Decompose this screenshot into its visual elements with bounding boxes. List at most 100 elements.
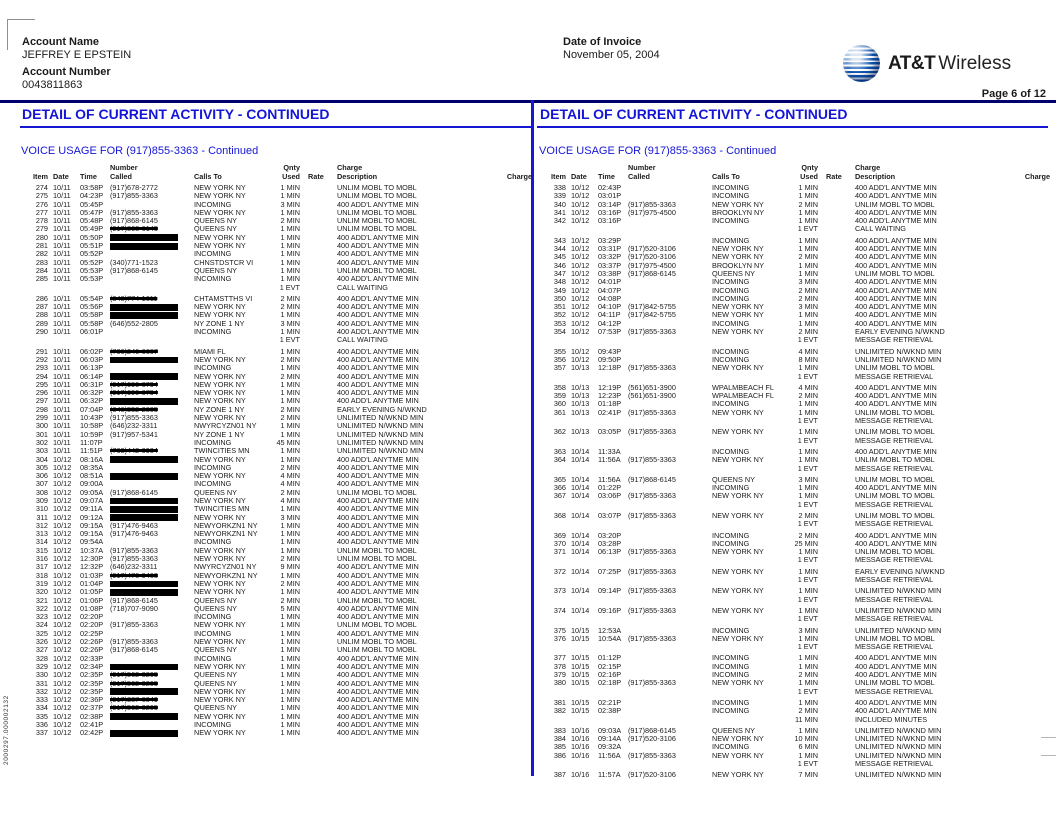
cell-item: 283 [35,257,48,267]
cell-number-called: (917)855-3363 [110,191,158,201]
cell-charge [484,406,532,414]
cell-date [571,576,594,584]
cell-number-called: (917)476-9463 [110,520,158,530]
cell-time: 06:32P [80,396,104,406]
cell-charge [484,311,532,319]
cell-qnty-used: 1 MIN [280,232,300,242]
table-header-row1: Number Qnty Charge [538,163,1050,173]
cell-item [538,437,566,445]
call-row: 367 10/14 03:06P (917)855-3363 NEW YORK NY 1 … [538,492,1050,501]
call-row: 332 10/12 02:35P NEW YORK NY 1 MIN 400 ADD'L … [20,687,532,696]
cell-date: 10/12 [53,462,72,472]
cell-calls-to: INCOMING [194,628,232,638]
account-name-block: Account Name JEFFREY E EPSTEIN [22,36,131,62]
cell-qnty-used: 1 MIN [798,191,818,201]
cell-time: 07:04P [80,404,104,414]
cell-qnty-used: 1 MIN [280,661,300,671]
cell-charge [484,250,532,258]
cell-item: 311 [36,512,48,522]
cell-rate [826,237,852,245]
call-row-group: 292 10/11 06:03P NEW YORK NY 2 MIN 400 ADD'L … [20,355,532,364]
cell-item: 373 [553,586,566,596]
cell-rate [308,472,334,480]
redaction-box [110,580,178,588]
cell-date: 10/12 [53,578,72,588]
cell-number-called: (917)520-3106 [628,252,676,262]
cell-number-called: (917)690-8794 [110,388,158,398]
cell-time: 08:16A [80,454,104,464]
call-row-group: 313 10/12 09:15A (917)476-9463 NEWYORKZN1 NY… [20,529,532,538]
cell-qnty-used: 1 MIN [798,446,818,456]
cell-qnty-used: 1 MIN [280,711,300,721]
call-row: 370 10/14 03:28P INCOMING 25 MIN 400 ADD'L AN… [538,539,1050,548]
cell-qnty-used: 5 MIN [280,603,300,613]
call-subrow: 1 EVT CALL WAITING [538,225,1050,234]
call-row: 295 10/11 06:31P (917)690-8794 NEW YORK NY 1 … [20,379,532,389]
cell-rate [308,456,334,464]
cell-item: 380 [553,678,566,688]
cell-calls-to [712,556,772,564]
cell-date: 10/12 [53,554,72,564]
cell-calls-to: NEW YORK NY [194,379,246,389]
cell-calls-to: MIAMI FL [194,346,226,356]
cell-item: 319 [35,578,48,588]
cell-time: 05:58P [80,310,104,320]
call-row-group: 358 10/13 12:19P (561)651-3900 WPALMBEACH FL… [538,382,1050,392]
cell-calls-to: QUEENS NY [712,268,755,278]
call-row: 365 10/14 11:56A (917)868-6145 QUEENS NY 3 MI… [538,475,1050,484]
header-calls-to: Calls To [712,171,740,181]
call-row: 282 10/11 05:52P INCOMING 1 MIN 400 ADD'L ANY… [20,250,532,259]
cell-time: 02:33P [80,653,104,663]
cell-item: 368 [553,510,566,520]
cell-calls-to: INCOMING [194,612,232,622]
cell-date: 10/11 [53,257,71,267]
section-title-right: DETAIL OF CURRENT ACTIVITY - CONTINUED [540,106,848,122]
cell-number-called: (917)855-3363 [110,637,158,647]
document-reference-code: 2000297.000002132 [3,695,10,765]
cell-qnty-used: 1 MIN [280,695,300,705]
call-row: 297 10/11 06:32P NEW YORK NY 1 MIN 400 ADD'L … [20,396,532,406]
cell-charge [1002,501,1050,509]
cell-qnty-used: 2 MIN [798,285,818,295]
cell-rate [826,217,852,225]
cell-charge [484,638,532,646]
cell-rate [826,556,852,564]
cell-qnty-used: 2 MIN [280,578,300,588]
cell-rate [826,192,852,200]
cell-date: 10/12 [53,479,72,489]
cell-item [20,284,48,292]
cell-charge [1002,587,1050,595]
call-row-group: 377 10/15 01:12P INCOMING 1 MIN 400 ADD'L ANY… [538,654,1050,663]
cell-charge [1002,716,1050,724]
cell-date [571,716,594,724]
cell-rate [308,192,334,200]
redaction-box [110,234,178,242]
call-row-group: 333 10/12 02:36P (917)887-6349 NEW YORK NY 1 … [20,695,532,705]
cell-time [598,437,628,445]
cell-charge-description: EARLY EVENING N/WKND [337,404,427,414]
cell-charge [484,192,532,200]
cell-rate [826,607,852,615]
cell-charge [1002,201,1050,209]
cell-charge [484,259,532,267]
cell-item: 317 [35,562,48,572]
cell-date [53,284,76,292]
cell-rate [826,287,852,295]
cell-calls-to: INCOMING [194,327,232,337]
cell-time: 07:53P [598,327,622,337]
cell-charge [1002,615,1050,623]
cell-item: 384 [553,734,566,744]
cell-qnty-used: 4 MIN [280,495,300,505]
cell-qnty-used: 1 EVT [797,642,818,652]
page-number: Page 6 of 12 [981,88,1046,100]
cell-time: 05:50P [80,232,104,242]
cell-number-called: (917)855-3363 [628,750,676,760]
call-subrow: 1 EVT MESSAGE RETRIEVAL [538,595,1050,604]
cell-rate [308,397,334,405]
cell-charge-description: 400 ADD'L ANYTME MIN [337,612,419,622]
cell-rate [826,663,852,671]
cell-item: 358 [553,382,566,392]
call-row-group: 285 10/11 05:53P INCOMING 1 MIN 400 ADD'L ANY… [20,274,532,292]
cell-time: 09:43P [598,346,622,356]
cell-charge [484,295,532,303]
